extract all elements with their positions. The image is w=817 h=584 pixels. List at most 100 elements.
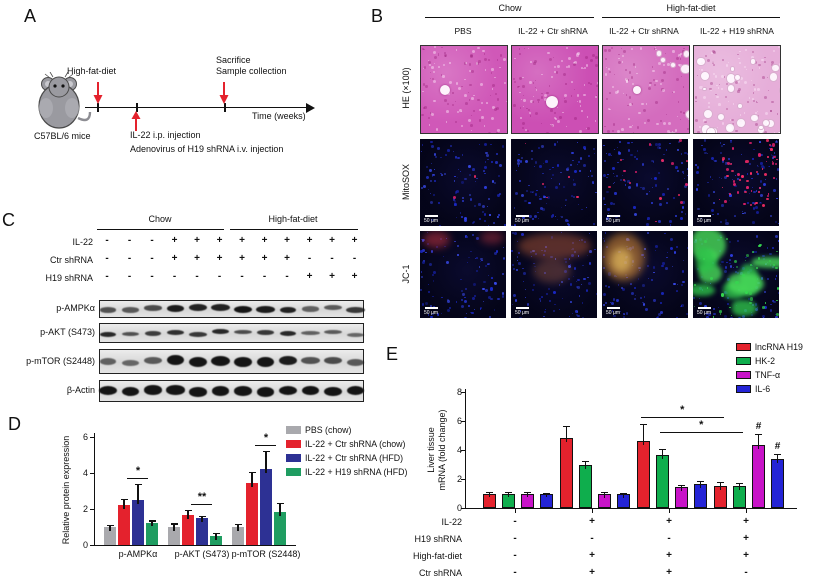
he-texture-dot	[646, 118, 650, 122]
mitosox-red-dot	[772, 143, 776, 147]
blot-band	[144, 331, 162, 337]
mitosox-red-dot	[748, 141, 752, 145]
mitosox-red-dot	[628, 182, 631, 185]
fluoro-nucleus-dot	[734, 175, 736, 177]
fluoro-nucleus-dot	[497, 216, 500, 218]
fluoro-nucleus-dot	[628, 185, 632, 189]
fluoro-nucleus-dot	[623, 312, 626, 315]
fluoro-nucleus-dot	[573, 169, 577, 173]
fluoro-nucleus-dot	[606, 173, 609, 176]
fluoro-nucleus-dot	[497, 175, 500, 178]
scale-bar	[425, 307, 438, 309]
fluoro-nucleus-dot	[725, 222, 729, 226]
he-texture-dot	[443, 99, 447, 103]
fluoro-nucleus-dot	[762, 315, 765, 318]
he-texture-dot	[702, 96, 706, 100]
fluoro-nucleus-dot	[546, 195, 550, 199]
he-texture-dot	[545, 91, 549, 95]
he-texture-dot	[516, 85, 519, 88]
fluoro-nucleus-dot	[552, 166, 554, 169]
he-texture-dot	[579, 105, 582, 107]
red-arrow-down-icon	[93, 82, 103, 104]
mrna-condition-value: +	[666, 516, 672, 527]
fluoro-nucleus-dot	[575, 310, 578, 313]
he-texture-dot	[739, 113, 742, 116]
fluoro-nucleus-dot	[519, 179, 522, 182]
fluoro-nucleus-dot	[729, 264, 733, 268]
he-texture-dot	[433, 46, 436, 49]
he-texture-dot	[622, 93, 624, 95]
he-texture-dot	[588, 82, 591, 84]
x-tick	[669, 509, 671, 513]
fluoro-nucleus-dot	[655, 244, 658, 248]
he-texture-dot	[563, 97, 566, 99]
fluoro-nucleus-dot	[684, 151, 687, 155]
he-texture-dot	[557, 106, 559, 108]
fluoro-nucleus-dot	[479, 308, 482, 311]
fluoro-nucleus-dot	[657, 143, 661, 146]
mitosox-red-dot	[759, 187, 762, 190]
fluoro-nucleus-dot	[445, 154, 447, 156]
fluoro-nucleus-dot	[422, 260, 426, 263]
fluoro-nucleus-dot	[654, 249, 657, 252]
fluoro-nucleus-dot	[491, 277, 493, 280]
y-tick	[461, 508, 465, 510]
he-texture-dot	[563, 73, 567, 77]
blot-condition-value: -	[285, 271, 289, 282]
timeline-tick	[224, 103, 226, 112]
he-vacuole	[749, 113, 759, 123]
fluoro-nucleus-dot	[581, 208, 584, 211]
fluoro-nucleus-dot	[666, 256, 668, 258]
he-texture-dot	[726, 82, 729, 85]
fluoro-nucleus-dot	[427, 314, 430, 317]
he-texture-dot	[628, 117, 630, 120]
bar	[246, 482, 258, 545]
mrna-condition-value: +	[589, 550, 595, 561]
error-bar-cap	[134, 483, 142, 485]
fluoro-nucleus-dot	[465, 287, 468, 290]
he-texture-dot	[428, 60, 432, 64]
blot-image	[98, 380, 365, 402]
legend-swatch	[736, 385, 751, 393]
he-texture-dot	[617, 130, 621, 133]
fluoro-nucleus-dot	[518, 153, 520, 156]
he-texture-dot	[758, 63, 761, 67]
fluoro-nucleus-dot	[420, 250, 423, 253]
he-texture-dot	[472, 94, 475, 97]
fluoro-nucleus-dot	[483, 280, 486, 284]
fluoro-nucleus-dot	[438, 201, 440, 204]
blot-condition-value: -	[240, 271, 244, 282]
fluoro-nucleus-dot	[645, 192, 648, 195]
blot-condition-value: -	[105, 253, 109, 264]
he-texture-dot	[631, 83, 635, 86]
fluoro-nucleus-dot	[680, 284, 683, 286]
fluoro-nucleus-dot	[472, 168, 475, 171]
he-texture-dot	[565, 83, 567, 85]
fluoro-nucleus-dot	[683, 173, 685, 175]
fluoro-nucleus-dot	[774, 316, 778, 318]
he-vacuole	[682, 50, 689, 58]
fluoro-nucleus-dot	[485, 154, 489, 157]
fluoro-nucleus-dot	[614, 181, 616, 183]
he-texture-dot	[470, 54, 474, 58]
bar	[210, 536, 222, 545]
jc1-green-dot	[735, 266, 739, 269]
he-texture-dot	[555, 118, 558, 120]
fluoro-nucleus-dot	[464, 300, 468, 304]
fluoro-nucleus-dot	[642, 187, 645, 190]
blot-band	[278, 385, 298, 396]
blot-band	[302, 306, 319, 312]
panel-c-label: C	[2, 210, 15, 230]
fluoro-nucleus-dot	[472, 282, 476, 286]
mitosox-red-dot	[452, 196, 456, 200]
fluoro-nucleus-dot	[471, 221, 474, 225]
fluoro-nucleus-dot	[579, 156, 583, 160]
error-bar-cap	[505, 491, 512, 493]
fluoro-nucleus-dot	[611, 310, 614, 313]
he-vacuole	[768, 71, 779, 82]
he-texture-dot	[606, 129, 610, 133]
fluoro-nucleus-dot	[517, 165, 520, 167]
fluoro-nucleus-dot	[707, 152, 709, 154]
he-texture-dot	[458, 108, 462, 113]
fluoro-nucleus-dot	[652, 186, 654, 188]
